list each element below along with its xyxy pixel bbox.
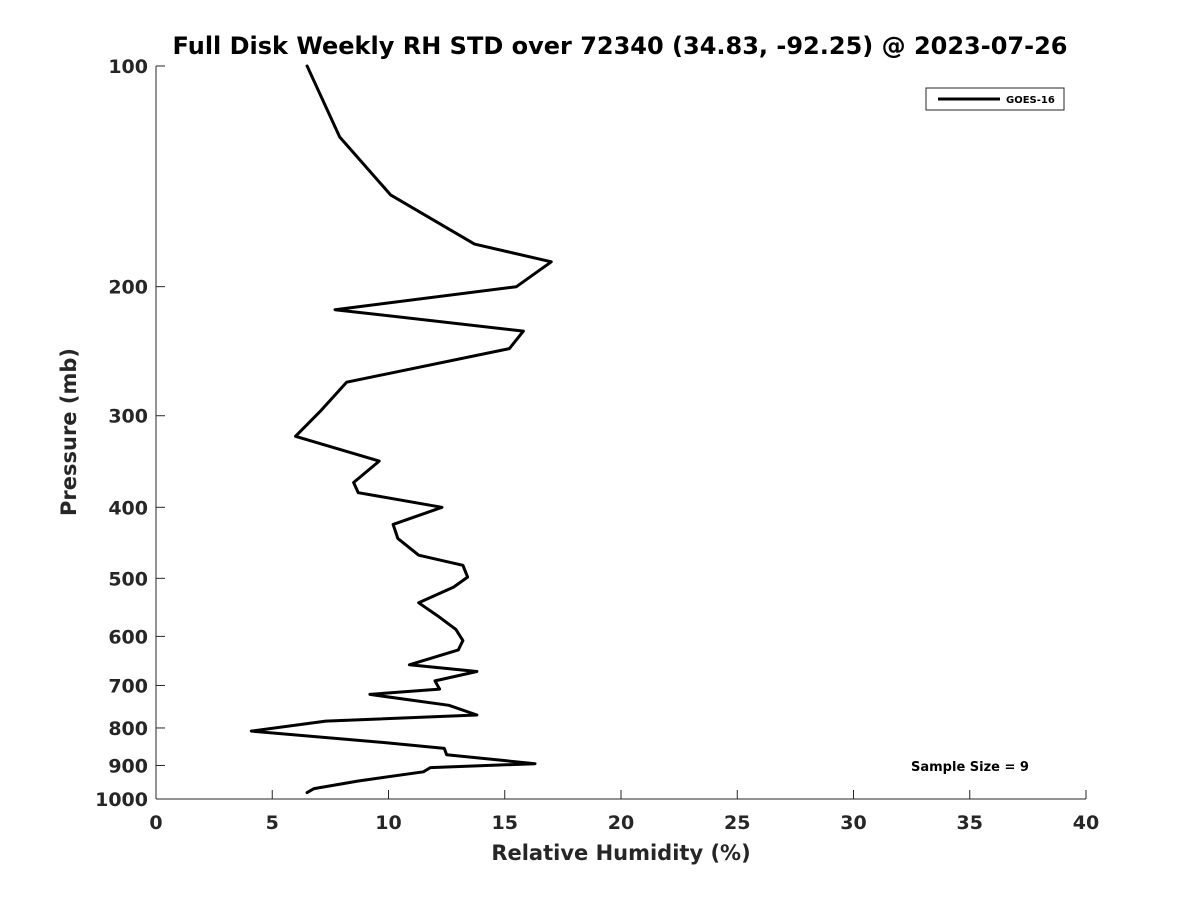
x-tick-label: 35: [957, 812, 983, 834]
chart-title: Full Disk Weekly RH STD over 72340 (34.8…: [173, 32, 1068, 60]
x-tick-label: 15: [492, 812, 518, 834]
x-tick-label: 20: [608, 812, 634, 834]
y-tick-label: 1000: [95, 789, 148, 811]
x-tick-label: 5: [266, 812, 279, 834]
series-line-goes-16: [249, 64, 553, 795]
x-axis-label: Relative Humidity (%): [491, 841, 750, 865]
y-tick-label: 900: [108, 755, 148, 777]
plot-area: [155, 66, 1086, 800]
x-tick-label: 30: [840, 812, 866, 834]
y-tick-label: 500: [108, 568, 148, 590]
y-tick-label: 200: [108, 277, 148, 299]
x-tick-label: 10: [375, 812, 401, 834]
y-tick-label: 400: [108, 497, 148, 519]
y-tick-label: 100: [108, 56, 148, 78]
x-tick-label: 0: [149, 812, 162, 834]
legend-label-goes-16: GOES-16: [1006, 95, 1055, 106]
x-tick-label: 25: [724, 812, 750, 834]
y-axis-label: Pressure (mb): [57, 348, 81, 516]
series-layer: [249, 64, 553, 795]
y-axis-ticks: 100 200 300 400 500 600 700 800 900 1000: [95, 56, 165, 811]
x-axis-ticks: 0 5 10 15 20 25 30 35 40: [149, 790, 1099, 834]
y-tick-label: 800: [108, 718, 148, 740]
y-tick-label: 600: [108, 626, 148, 648]
sample-size-annotation: Sample Size = 9: [911, 760, 1029, 775]
plot-frame: [156, 66, 1086, 799]
y-tick-label: 300: [108, 406, 148, 428]
y-tick-label: 700: [108, 675, 148, 697]
x-tick-label: 40: [1073, 812, 1099, 834]
legend: GOES-16: [925, 87, 1065, 111]
